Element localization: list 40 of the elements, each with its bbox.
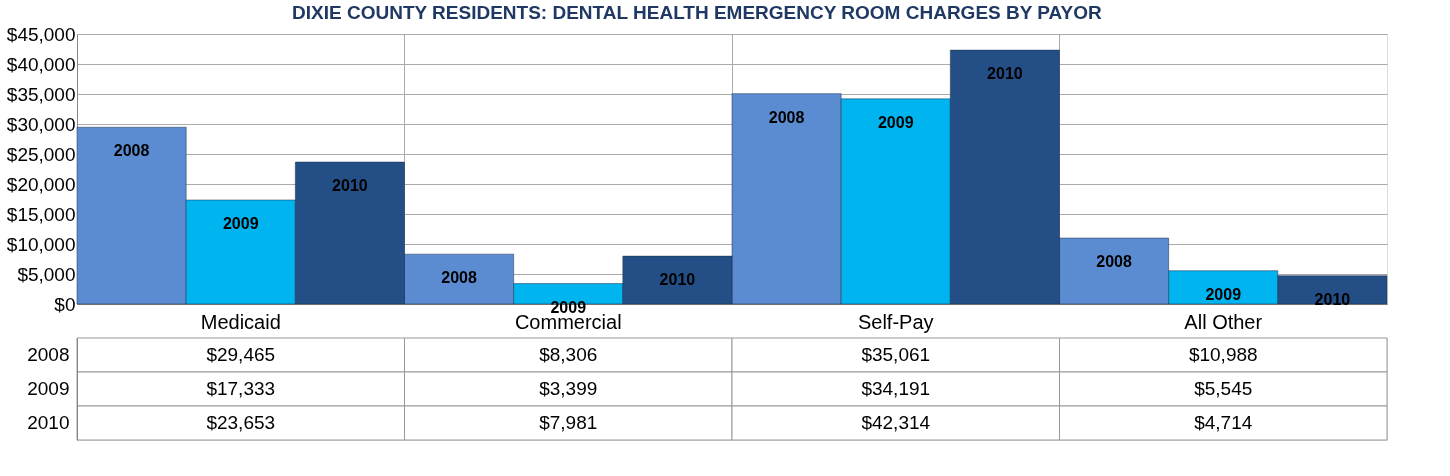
text: 2008 — [1096, 253, 1132, 271]
data-label: $34,191 — [861, 378, 931, 399]
y-tick-label: $35,000 — [6, 83, 76, 105]
data-label: $3,399 — [539, 378, 598, 399]
y-tick-label: $15,000 — [6, 203, 76, 225]
text: 2009 — [27, 378, 70, 399]
data-label: $42,314 — [861, 412, 931, 433]
data-label: $17,333 — [206, 378, 276, 399]
text: 2010 — [332, 177, 368, 195]
y-tick-label: $5,000 — [17, 263, 76, 285]
data-label: $35,061 — [861, 344, 931, 365]
text: 2009 — [222, 215, 259, 232]
text: 2010 — [659, 271, 696, 289]
x-tick-label: All Other — [1184, 310, 1263, 333]
data-label: $7,981 — [539, 412, 598, 433]
y-tick-label: $30,000 — [6, 113, 76, 135]
y-tick-label: $0 — [54, 293, 76, 315]
data-label: $10,988 — [1188, 344, 1258, 365]
data-label: $29,465 — [206, 344, 276, 365]
data-label: $5,545 — [1194, 378, 1253, 399]
data-label: $8,306 — [539, 344, 598, 365]
y-tick-label: $40,000 — [6, 53, 76, 75]
text: 2008 — [441, 269, 477, 287]
text: 2009 — [877, 113, 914, 131]
series-label: 2010 — [1314, 290, 1351, 308]
text: 2008 — [27, 344, 70, 365]
chart-title: DIXIE COUNTY RESIDENTS: DENTAL HEALTH EMERGENCY ROOM CHARGES BY PAYOR — [292, 1, 1103, 23]
series-label: 2009 — [1205, 285, 1242, 303]
data-label: $4,714 — [1194, 412, 1253, 433]
x-tick-label: Medicaid — [200, 310, 281, 333]
text: 2008 — [113, 142, 150, 160]
series-label: 2008 — [768, 108, 805, 126]
x-tick-label: Self-Pay — [857, 310, 934, 333]
y-tick-label: $45,000 — [6, 23, 76, 45]
text: 2010 — [987, 65, 1023, 83]
y-tick-label: $25,000 — [6, 143, 76, 165]
data-label: $23,653 — [206, 412, 276, 433]
text: 2010 — [27, 412, 70, 433]
y-tick-label: $10,000 — [6, 233, 76, 255]
y-tick-label: $20,000 — [6, 173, 76, 195]
